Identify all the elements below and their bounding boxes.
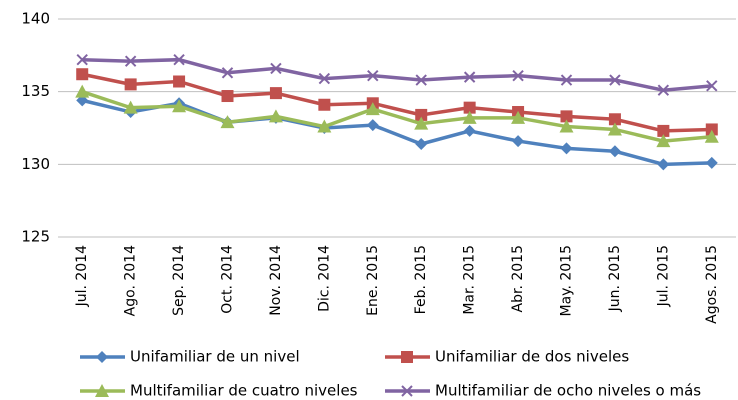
marker (365, 102, 380, 116)
series (76, 68, 718, 137)
marker (269, 87, 282, 100)
marker (96, 351, 108, 363)
marker (657, 158, 670, 171)
x-tick-label: Jul. 2014 (74, 245, 90, 308)
marker (415, 137, 428, 150)
marker (95, 384, 109, 397)
marker (318, 98, 331, 111)
x-tick-label: Sep. 2014 (171, 245, 187, 316)
x-tick-label: Oct. 2014 (220, 245, 236, 314)
marker (511, 110, 526, 124)
marker (559, 119, 574, 133)
x-tick-label: Agos. 2015 (704, 245, 720, 324)
marker (608, 145, 621, 158)
marker (317, 119, 332, 133)
marker (706, 80, 718, 92)
marker (401, 351, 413, 363)
marker (608, 113, 621, 126)
x-tick-label: Dic. 2014 (316, 245, 332, 312)
legend-label: Unifamiliar de dos niveles (435, 348, 629, 366)
x-tick-label: Abr. 2015 (510, 245, 526, 312)
marker (704, 129, 719, 143)
marker (75, 84, 90, 98)
y-tick-label: 125 (21, 228, 50, 246)
line (81, 90, 712, 143)
marker (512, 69, 524, 82)
marker (124, 78, 137, 91)
marker (268, 109, 283, 123)
line (82, 57, 712, 92)
legend-label: Multifamiliar de cuatro niveles (130, 382, 358, 400)
marker (367, 69, 379, 82)
marker (705, 123, 718, 136)
marker (705, 156, 718, 169)
marker (609, 74, 621, 86)
marker (220, 115, 235, 129)
marker (607, 122, 622, 136)
marker (123, 100, 138, 114)
marker (172, 99, 187, 113)
marker (76, 53, 88, 66)
marker (463, 101, 476, 114)
line (81, 98, 712, 167)
marker (415, 108, 428, 121)
marker (463, 71, 476, 83)
legend-label: Unifamiliar de un nivel (130, 348, 300, 366)
marker (462, 110, 477, 124)
x-tick-label: Ene. 2015 (365, 245, 381, 316)
marker (221, 90, 234, 103)
series (76, 53, 718, 96)
marker (657, 124, 670, 137)
x-tick-label: May. 2015 (559, 245, 575, 316)
marker (463, 124, 476, 137)
marker (414, 116, 429, 130)
marker (221, 67, 234, 79)
marker (656, 134, 671, 148)
marker (560, 110, 573, 123)
x-tick-label: Nov. 2014 (268, 245, 284, 316)
y-tick-label: 135 (21, 82, 50, 100)
marker (173, 53, 185, 66)
x-tick-label: Mar. 2015 (462, 245, 478, 315)
marker (415, 74, 427, 86)
legend-label: Multifamiliar de ocho niveles o más (435, 382, 701, 400)
x-tick-label: Jul. 2015 (655, 245, 671, 307)
line (81, 72, 712, 133)
marker (318, 72, 331, 85)
marker (401, 385, 413, 397)
y-tick-label: 130 (21, 155, 50, 173)
x-tick-label: Ago. 2014 (123, 245, 139, 316)
marker (657, 84, 670, 96)
marker (560, 74, 573, 86)
marker (512, 135, 525, 148)
y-tick-label: 140 (21, 10, 50, 28)
series (75, 84, 719, 148)
x-tick-label: Feb. 2015 (413, 245, 429, 314)
x-tick-label: Jun. 2015 (607, 245, 623, 312)
marker (173, 75, 186, 88)
marker (270, 62, 282, 75)
marker (124, 55, 137, 67)
marker (76, 68, 89, 81)
marker (366, 119, 379, 132)
marker (560, 142, 573, 155)
